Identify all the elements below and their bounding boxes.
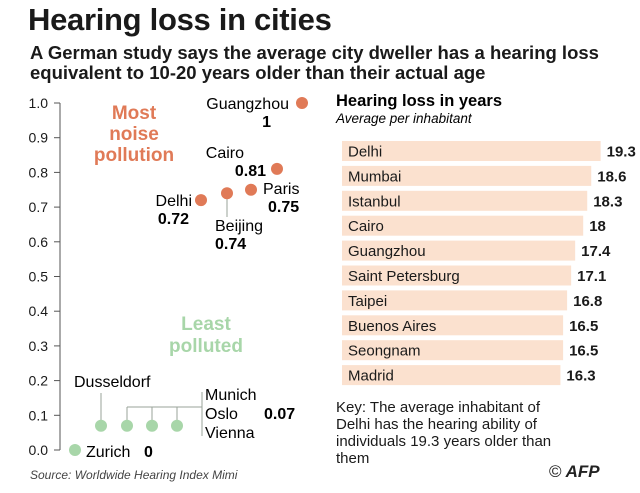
bar-value-istanbul: 18.3 bbox=[593, 193, 622, 210]
value-group: 0.07 bbox=[264, 406, 295, 423]
point-paris bbox=[245, 183, 257, 196]
copyright-icon: © bbox=[549, 462, 562, 481]
bar-label-delhi: Delhi bbox=[348, 144, 382, 161]
label-munich: Munich bbox=[205, 387, 257, 404]
bar-seongnam bbox=[342, 340, 564, 361]
y-tick-label: 0.1 bbox=[29, 407, 49, 423]
point-guangzhou bbox=[296, 97, 308, 109]
bar-label-saint-petersburg: Saint Petersburg bbox=[348, 268, 460, 285]
scatter-y-axis: 1.0 0.9 0.8 0.7 0.6 0.5 0.4 0.3 0.2 0.1 0.0 bbox=[29, 95, 61, 458]
bar-value-buenos-aires: 16.5 bbox=[569, 318, 598, 335]
value-zurich: 0 bbox=[144, 444, 153, 461]
source-note: Source: Worldwide Hearing Index Mimi bbox=[30, 468, 238, 482]
bar-label-istanbul: Istanbul bbox=[348, 193, 401, 210]
bar-value-seongnam: 16.5 bbox=[569, 343, 598, 360]
point-vienna bbox=[171, 419, 183, 432]
bar-delhi bbox=[342, 141, 601, 161]
bar-value-guangzhou: 17.4 bbox=[581, 243, 611, 260]
y-tick-label: 0.0 bbox=[29, 442, 49, 458]
page-title: Hearing loss in cities bbox=[28, 2, 332, 37]
point-oslo bbox=[146, 419, 158, 432]
bar-value-madrid: 16.3 bbox=[566, 368, 595, 385]
bar-value-mumbai: 18.6 bbox=[597, 168, 626, 185]
y-tick-label: 0.4 bbox=[29, 303, 49, 319]
bar-madrid bbox=[342, 365, 561, 386]
point-cairo bbox=[271, 162, 283, 175]
point-dusseldorf bbox=[95, 419, 107, 432]
bar-buenos-aires bbox=[342, 315, 564, 336]
bar-label-seongnam: Seongnam bbox=[348, 343, 421, 360]
value-cairo: 0.81 bbox=[235, 163, 266, 180]
bar-chart-subtitle: Average per inhabitant bbox=[335, 111, 473, 126]
y-tick-label: 0.2 bbox=[29, 373, 49, 389]
afp-credit: © AFP bbox=[549, 462, 600, 482]
bar-guangzhou bbox=[342, 240, 576, 261]
value-guangzhou: 1 bbox=[262, 114, 271, 131]
bar-label-taipei: Taipei bbox=[348, 293, 387, 310]
most-noise-label-line2: noise bbox=[109, 124, 159, 145]
least-polluted-label-line1: Least bbox=[181, 314, 231, 335]
point-delhi bbox=[195, 194, 207, 207]
label-dusseldorf: Dusseldorf bbox=[74, 374, 151, 391]
label-zurich: Zurich bbox=[86, 444, 130, 461]
value-paris: 0.75 bbox=[268, 199, 299, 216]
bar-label-madrid: Madrid bbox=[348, 368, 394, 385]
page-subtitle: A German study says the average city dwe… bbox=[30, 42, 599, 83]
y-tick-label: 0.5 bbox=[29, 269, 49, 285]
y-tick-label: 0.3 bbox=[29, 338, 49, 354]
y-tick-label: 0.8 bbox=[29, 164, 49, 180]
bar-value-saint-petersburg: 17.1 bbox=[577, 268, 606, 285]
y-tick-label: 0.9 bbox=[29, 130, 49, 146]
most-noise-label-line1: Most bbox=[112, 103, 157, 124]
bar-label-guangzhou: Guangzhou bbox=[348, 243, 426, 260]
y-tick-label: 1.0 bbox=[29, 95, 49, 111]
credit-label: AFP bbox=[565, 462, 600, 481]
point-zurich bbox=[69, 444, 81, 456]
bar-mumbai bbox=[342, 165, 592, 186]
most-noise-label-line3: pollution bbox=[94, 145, 174, 166]
bar-taipei bbox=[342, 290, 568, 311]
bar-istanbul bbox=[342, 190, 588, 211]
bar-value-delhi: 19.3 bbox=[607, 144, 636, 161]
point-munich bbox=[121, 419, 133, 432]
bar-label-buenos-aires: Buenos Aires bbox=[348, 318, 436, 335]
bar-label-cairo: Cairo bbox=[348, 218, 384, 235]
bar-saint-petersburg bbox=[342, 265, 572, 286]
bar-chart-title: Hearing loss in years bbox=[336, 92, 502, 110]
bar-value-taipei: 16.8 bbox=[573, 293, 602, 310]
label-delhi: Delhi bbox=[156, 193, 192, 210]
bar-value-cairo: 18 bbox=[589, 218, 606, 235]
label-cairo: Cairo bbox=[206, 145, 244, 162]
y-tick-label: 0.7 bbox=[29, 199, 49, 215]
bar-cairo bbox=[342, 215, 584, 236]
least-polluted-label-line2: polluted bbox=[169, 336, 243, 357]
scatter-points bbox=[69, 97, 308, 456]
key-note: Key: The average inhabitant of Delhi has… bbox=[336, 399, 552, 467]
label-paris: Paris bbox=[263, 181, 299, 198]
label-oslo: Oslo bbox=[205, 406, 238, 423]
value-delhi: 0.72 bbox=[158, 211, 189, 228]
label-beijing: Beijing bbox=[215, 218, 263, 235]
label-vienna: Vienna bbox=[205, 425, 255, 442]
bar-label-mumbai: Mumbai bbox=[348, 168, 401, 185]
label-guangzhou: Guangzhou bbox=[206, 96, 289, 113]
y-tick-label: 0.6 bbox=[29, 234, 49, 250]
bar-chart: Delhi 19.3 Mumbai 18.6 Istanbul 18.3 Cairo 18 Gu… bbox=[342, 141, 636, 386]
point-beijing bbox=[221, 187, 233, 200]
value-beijing: 0.74 bbox=[215, 236, 246, 253]
